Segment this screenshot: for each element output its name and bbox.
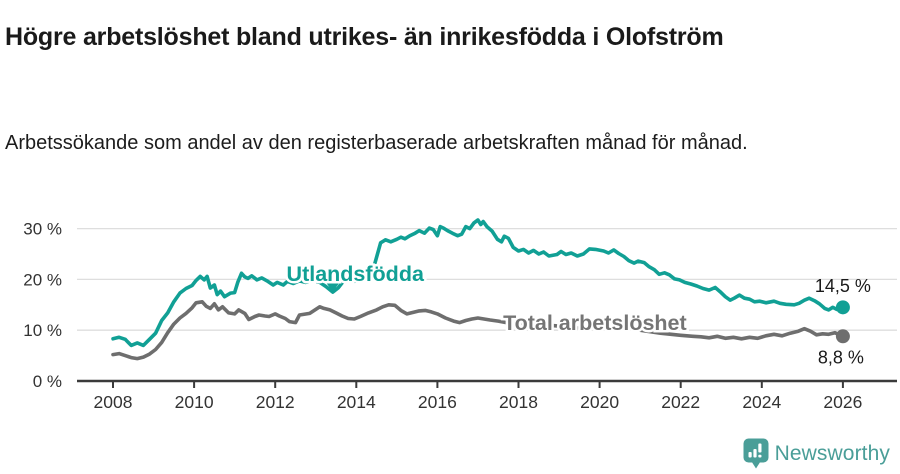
- y-tick-label-0: 0 %: [33, 372, 62, 391]
- line-utlandsfodda: [111, 218, 845, 348]
- x-tick-label-2014: 2014: [337, 392, 376, 412]
- chart-title: Högre arbetslöshet bland utrikes- än inr…: [5, 22, 724, 51]
- chart-subtitle: Arbetssökande som andel av den registerb…: [5, 132, 748, 154]
- line-total-arbetsloshet: [111, 300, 845, 361]
- y-tick-label-30: 30 %: [23, 220, 62, 239]
- newsworthy-logo[interactable]: Newsworthy: [743, 438, 890, 469]
- series-label-utlandsfodda: Utlandsfödda: [287, 262, 425, 286]
- unemployment-line-chart: 0 % 10 % 20 % 30 % 2008 2010 2012 2014 2016 2018 2…: [23, 218, 897, 412]
- newsworthy-logo-text: Newsworthy: [774, 441, 890, 465]
- end-value-utlandsfodda: 14,5 %: [815, 276, 871, 296]
- x-tick-label-2024: 2024: [742, 392, 781, 412]
- x-tick-label-2022: 2022: [661, 392, 700, 412]
- x-tick-label-2012: 2012: [256, 392, 295, 412]
- speech-bubble-icon: [743, 438, 769, 469]
- x-tick-label-2018: 2018: [499, 392, 538, 412]
- x-tick-label-2026: 2026: [823, 392, 862, 412]
- end-dot-utlandsfodda: [835, 300, 850, 315]
- x-tick-label-2008: 2008: [94, 392, 133, 412]
- x-tick-label-2010: 2010: [175, 392, 214, 412]
- end-value-total-arbetsloshet: 8,8 %: [818, 348, 864, 368]
- y-tick-label-10: 10 %: [23, 321, 62, 340]
- series-label-total-arbetsloshet: Total arbetslöshet: [503, 311, 687, 335]
- x-tick-label-2016: 2016: [418, 392, 457, 412]
- end-dot-total-arbetsloshet: [835, 329, 850, 344]
- newsworthy-logo-icon: [743, 438, 769, 469]
- arrow-down-icon: [326, 283, 339, 293]
- chart-area: 0 % 10 % 20 % 30 % 2008 2010 2012 2014 2016 2018 2…: [0, 185, 900, 425]
- x-tick-label-2020: 2020: [580, 392, 619, 412]
- y-tick-label-20: 20 %: [23, 270, 62, 289]
